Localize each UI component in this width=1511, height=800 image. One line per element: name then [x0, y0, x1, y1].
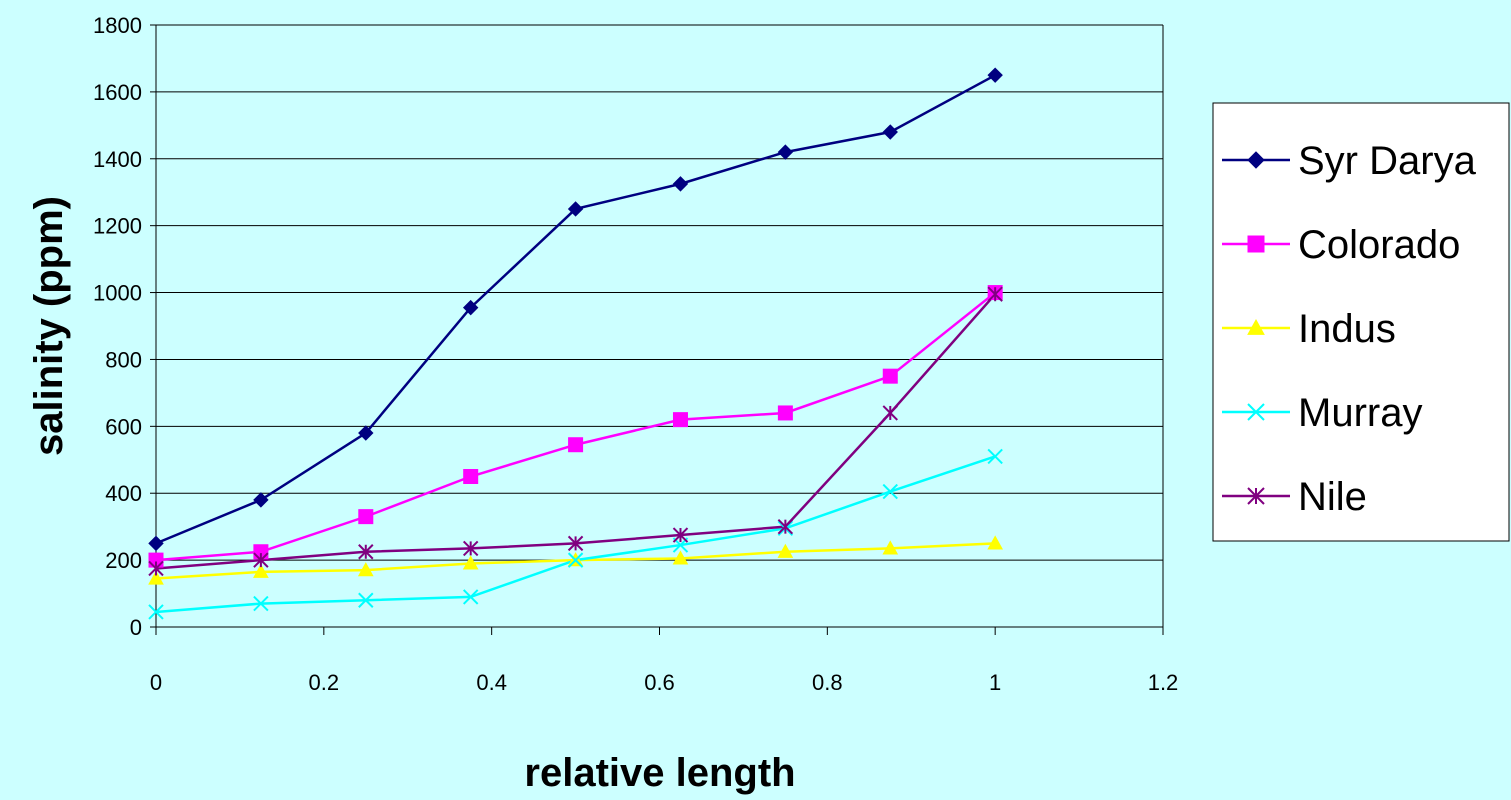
y-axis-title: salinity (ppm)	[27, 196, 71, 456]
data-point-murray-7	[882, 483, 898, 500]
legend-marker-colorado	[1247, 235, 1265, 253]
y-tick-label-200: 200	[105, 548, 142, 573]
legend-item-syr-darya: Syr Darya	[1222, 139, 1477, 183]
axes	[150, 24, 1164, 635]
data-point-indus-0	[148, 570, 164, 585]
plot-area	[156, 25, 1163, 627]
data-point-syr-darya-5	[672, 176, 689, 192]
legend-label-murray: Murray	[1298, 391, 1422, 435]
y-tick-label-1600: 1600	[93, 80, 142, 105]
data-point-murray-8	[987, 448, 1003, 465]
legend-label-syr-darya: Syr Darya	[1298, 139, 1477, 183]
legend-item-colorado: Colorado	[1222, 223, 1460, 267]
x-axis-title: relative length	[524, 751, 795, 795]
data-point-colorado-3	[463, 469, 479, 484]
data-point-colorado-2	[358, 509, 374, 525]
data-point-murray-2	[358, 592, 374, 608]
data-point-nile-8	[987, 286, 1003, 302]
legend: Syr Darya Colorado Indus Murray Nile	[1212, 102, 1510, 542]
data-point-syr-darya-2	[358, 425, 374, 441]
x-tick-label-0.8: 0.8	[812, 670, 843, 695]
data-point-syr-darya-8	[987, 67, 1003, 83]
data-point-murray-0	[148, 604, 164, 620]
data-point-nile-2	[358, 544, 374, 560]
legend-item-murray: Murray	[1222, 391, 1422, 435]
x-tick-label-0.2: 0.2	[309, 670, 340, 695]
series-markers	[148, 67, 1004, 620]
y-tick-label-1200: 1200	[93, 214, 142, 239]
x-tick-label-0: 0	[150, 670, 162, 695]
legend-label-colorado: Colorado	[1298, 223, 1460, 267]
y-tick-label-0: 0	[130, 615, 142, 640]
data-point-syr-darya-7	[882, 124, 898, 140]
data-point-nile-4	[567, 535, 584, 552]
legend-marker-syr-darya	[1247, 151, 1265, 169]
data-point-indus-8	[987, 535, 1004, 550]
data-point-murray-1	[253, 595, 269, 612]
data-point-nile-5	[672, 527, 689, 543]
data-point-murray-3	[462, 589, 479, 605]
data-point-colorado-6	[777, 405, 793, 421]
data-point-syr-darya-1	[253, 492, 269, 508]
legend-item-indus: Indus	[1222, 307, 1396, 351]
data-point-colorado-4	[568, 437, 584, 453]
legend-label-indus: Indus	[1298, 307, 1396, 351]
legend-label-nile: Nile	[1298, 475, 1367, 519]
data-point-syr-darya-3	[462, 299, 479, 316]
x-tick-label-0.6: 0.6	[644, 670, 675, 695]
data-point-colorado-5	[672, 412, 688, 428]
data-point-murray-4	[567, 552, 584, 568]
legend-marker-murray	[1247, 403, 1265, 421]
data-point-nile-3	[462, 540, 479, 557]
gridlines	[156, 24, 1163, 628]
data-point-indus-5	[672, 550, 689, 565]
data-point-colorado-7	[882, 368, 898, 384]
data-point-indus-7	[882, 540, 899, 555]
data-point-indus-3	[462, 555, 479, 570]
tick-labels: 0 200 400 600 800 1000 1200 1400 1600 1800 0 0.2 0.4…	[93, 13, 1178, 695]
data-point-indus-2	[357, 562, 374, 577]
y-tick-label-1400: 1400	[93, 147, 142, 172]
y-tick-label-600: 600	[105, 414, 142, 439]
data-point-nile-0	[148, 560, 164, 577]
legend-marker-indus	[1247, 318, 1265, 335]
data-point-indus-6	[777, 543, 794, 558]
data-point-nile-6	[777, 518, 794, 535]
data-point-syr-darya-0	[148, 535, 164, 552]
y-tick-label-800: 800	[105, 347, 142, 372]
legend-marker-nile	[1247, 487, 1265, 505]
legend-item-nile: Nile	[1222, 475, 1367, 519]
data-point-indus-1	[253, 563, 269, 578]
y-tick-label-400: 400	[105, 481, 142, 506]
data-point-nile-7	[882, 405, 898, 421]
x-tick-label-1.2: 1.2	[1148, 670, 1179, 695]
y-tick-label-1800: 1800	[93, 13, 142, 38]
data-point-nile-1	[253, 552, 269, 568]
data-point-syr-darya-6	[777, 144, 794, 160]
data-point-syr-darya-4	[567, 201, 584, 217]
x-tick-label-0.4: 0.4	[476, 670, 507, 695]
x-tick-label-1: 1	[989, 670, 1001, 695]
legend-box	[1212, 102, 1510, 542]
y-tick-label-1000: 1000	[93, 281, 142, 306]
